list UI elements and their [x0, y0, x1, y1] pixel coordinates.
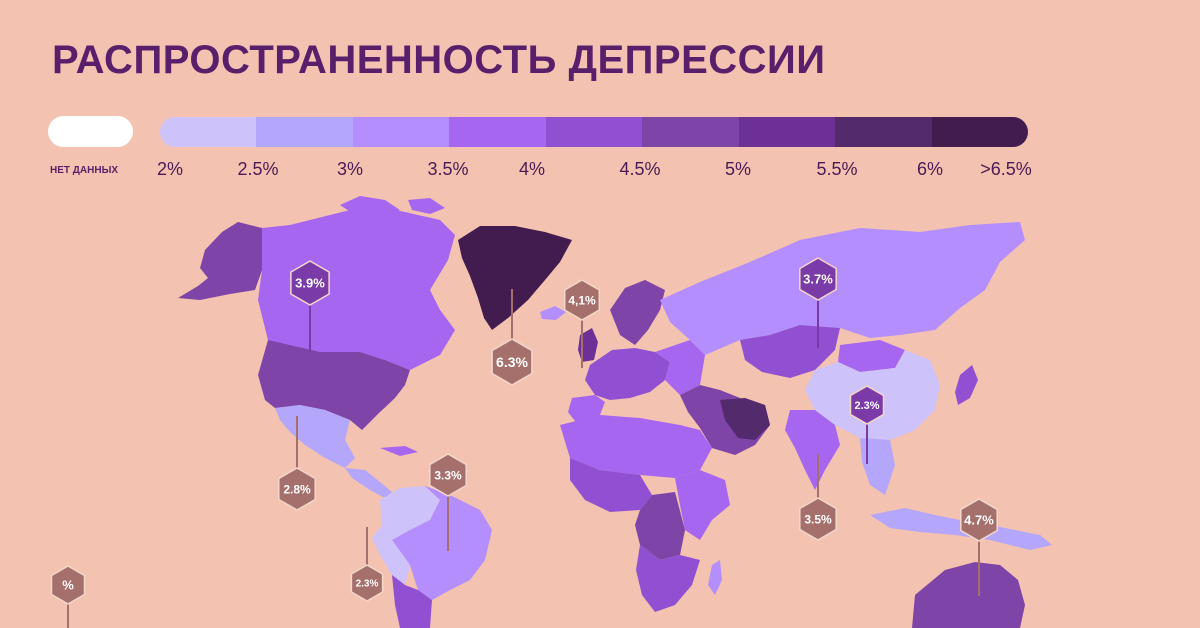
value-marker: 2.3% [849, 385, 885, 464]
marker-hexagon [429, 453, 467, 497]
marker-label: 4.7% [964, 513, 994, 528]
value-marker: % [50, 565, 86, 628]
value-markers: 3.9% 6.3% 4,1% 3.7% 2.3% 2.8% 3.3% 3.5% 4.7% 2.3%… [50, 257, 998, 628]
region-mexico [275, 405, 355, 468]
region-central-asia [740, 325, 840, 378]
scale-segment [835, 117, 932, 147]
region-southern-cone [392, 575, 432, 628]
region-india [785, 410, 840, 490]
value-marker: 3.3% [429, 453, 467, 551]
marker-label: 2.3% [356, 579, 379, 590]
no-data-label: НЕТ ДАННЫХ [50, 165, 119, 176]
region-iceland [540, 306, 566, 320]
scale-segment [738, 117, 836, 147]
marker-label: 2.3% [854, 400, 879, 412]
region-central-america [345, 468, 392, 498]
marker-hexagon [350, 564, 384, 602]
region-madagascar [708, 560, 722, 595]
scale-segment [642, 117, 739, 147]
region-canada [258, 205, 455, 370]
value-marker: 4,1% [563, 279, 601, 368]
region-australia [912, 562, 1025, 628]
scale-label: >6.5% [980, 159, 1032, 179]
marker-label: 4,1% [568, 293, 596, 307]
marker-label: 3.9% [295, 276, 325, 291]
region-peru [372, 525, 410, 585]
color-legend: НЕТ ДАННЫХ 2% 2.5% 3% 3.5% 4% 4.5% 5% 5.5% 6% >6.… [0, 0, 1200, 200]
marker-hexagon [50, 565, 86, 605]
region-arctic-islands [340, 196, 445, 218]
region-iran [720, 398, 770, 440]
marker-hexagon [491, 338, 533, 386]
marker-hexagon [563, 279, 601, 321]
region-usa [258, 340, 410, 430]
marker-label: 3.7% [803, 272, 833, 287]
value-marker: 3.9% [290, 260, 330, 353]
region-alaska [178, 222, 272, 300]
marker-hexagon [960, 498, 998, 542]
scale-segment [160, 117, 257, 147]
region-japan [955, 365, 978, 405]
marker-label: 3.3% [434, 468, 462, 482]
marker-hexagon [278, 467, 316, 511]
value-marker: 2.3% [350, 527, 384, 602]
marker-label: 6.3% [496, 354, 528, 370]
scale-segment [256, 117, 353, 147]
scale-label: 3.5% [427, 159, 469, 179]
marker-hexagon [290, 260, 330, 306]
region-western-europe [585, 348, 670, 400]
scale-label: 4% [518, 159, 546, 179]
region-north-africa [560, 415, 712, 478]
scale-segment [352, 117, 450, 147]
value-marker: 3.7% [799, 257, 837, 348]
scale-label: 5% [724, 159, 752, 179]
scale-label: 2.5% [237, 159, 279, 179]
region-brazil [392, 486, 492, 600]
region-caribbean [380, 446, 418, 456]
scale-label: 6% [916, 159, 944, 179]
region-east-africa [675, 470, 730, 540]
marker-hexagon [799, 257, 837, 301]
region-southeast-asia [860, 438, 895, 495]
region-southern-africa [636, 545, 700, 612]
value-marker: 4.7% [960, 498, 998, 596]
value-marker: 3.5% [799, 454, 837, 541]
scale-label: 2% [156, 159, 184, 179]
scale-segment [449, 117, 546, 147]
scale-segment [545, 117, 643, 147]
marker-label: 3.5% [804, 512, 832, 526]
region-scandinavia [610, 280, 665, 345]
value-marker: 2.8% [278, 416, 316, 511]
region-russia [660, 222, 1025, 355]
page-title: РАСПРОСТРАНЕННОСТЬ ДЕПРЕССИИ [52, 38, 826, 82]
region-south-america-north [380, 486, 440, 540]
region-eastern-europe [655, 340, 705, 395]
marker-label: 2.8% [283, 482, 311, 496]
color-scale-bar [160, 117, 1028, 147]
scale-label: 5.5% [816, 159, 858, 179]
scale-label: 4.5% [619, 159, 661, 179]
value-marker: 6.3% [491, 289, 533, 386]
scale-label: 3% [336, 159, 364, 179]
marker-hexagon [849, 385, 885, 425]
region-mongolia [838, 340, 905, 372]
marker-hexagon [799, 497, 837, 541]
marker-label: % [62, 578, 74, 593]
region-greenland [458, 226, 572, 330]
no-data-swatch [48, 116, 133, 147]
region-west-africa [570, 458, 652, 512]
region-central-africa [635, 492, 685, 560]
scale-segment [931, 117, 1028, 147]
